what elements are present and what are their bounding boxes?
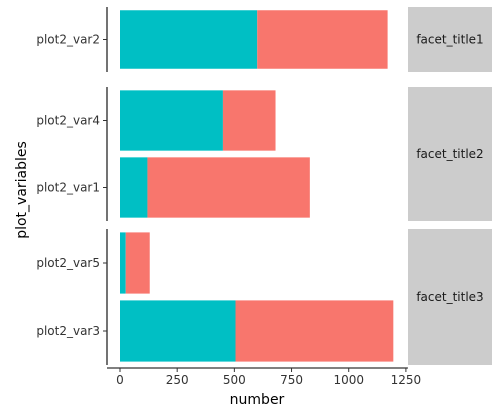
facet-strip-label: facet_title1 xyxy=(416,33,483,47)
bar-segment-plot2_var4-series-2 xyxy=(222,90,276,151)
facet-strip-label: facet_title2 xyxy=(416,147,483,161)
facet-strip-label: facet_title3 xyxy=(416,290,483,304)
x-tick-label: 750 xyxy=(280,373,303,387)
bar-segment-plot2_var3-series-1 xyxy=(120,300,236,362)
x-tick-label: 250 xyxy=(166,373,189,387)
facet-panel-2: facet_title2 plot2_var4 plot2_var1 xyxy=(36,87,492,221)
x-tick-label: 500 xyxy=(223,373,246,387)
bar-segment-plot2_var2-series-1 xyxy=(120,10,258,69)
y-axis-title: plot_variables xyxy=(14,141,30,239)
y-tick-label: plot2_var3 xyxy=(36,324,100,338)
y-tick-label: plot2_var1 xyxy=(36,181,100,195)
y-tick-label: plot2_var5 xyxy=(36,256,100,270)
x-tick-label: 0 xyxy=(116,373,124,387)
facet-panel-1: facet_title1 plot2_var2 xyxy=(36,7,492,72)
facet-strip xyxy=(408,229,492,365)
bar-segment-plot2_var4-series-1 xyxy=(120,90,223,151)
x-tick-label: 1250 xyxy=(391,373,422,387)
bar-segment-plot2_var1-series-1 xyxy=(120,157,148,218)
x-tick-label: 1000 xyxy=(333,373,364,387)
facet-strip xyxy=(408,7,492,72)
bar-segment-plot2_var1-series-2 xyxy=(147,157,310,218)
x-axis: 0 250 500 750 1000 1250 xyxy=(107,367,422,387)
bar-segment-plot2_var5-series-1 xyxy=(120,232,126,294)
bar-segment-plot2_var5-series-2 xyxy=(125,232,150,294)
bar-segment-plot2_var3-series-2 xyxy=(235,300,394,362)
y-tick-label: plot2_var2 xyxy=(36,33,100,47)
facet-strip xyxy=(408,87,492,221)
y-tick-label: plot2_var4 xyxy=(36,114,100,128)
bar-segment-plot2_var2-series-2 xyxy=(257,10,388,69)
facets-layer: facet_title1 plot2_var2 facet_title2 plot2_… xyxy=(36,7,492,365)
facet-panel-3: facet_title3 plot2_var5 plot2_var3 xyxy=(36,229,492,365)
x-axis-title: number xyxy=(230,392,285,408)
